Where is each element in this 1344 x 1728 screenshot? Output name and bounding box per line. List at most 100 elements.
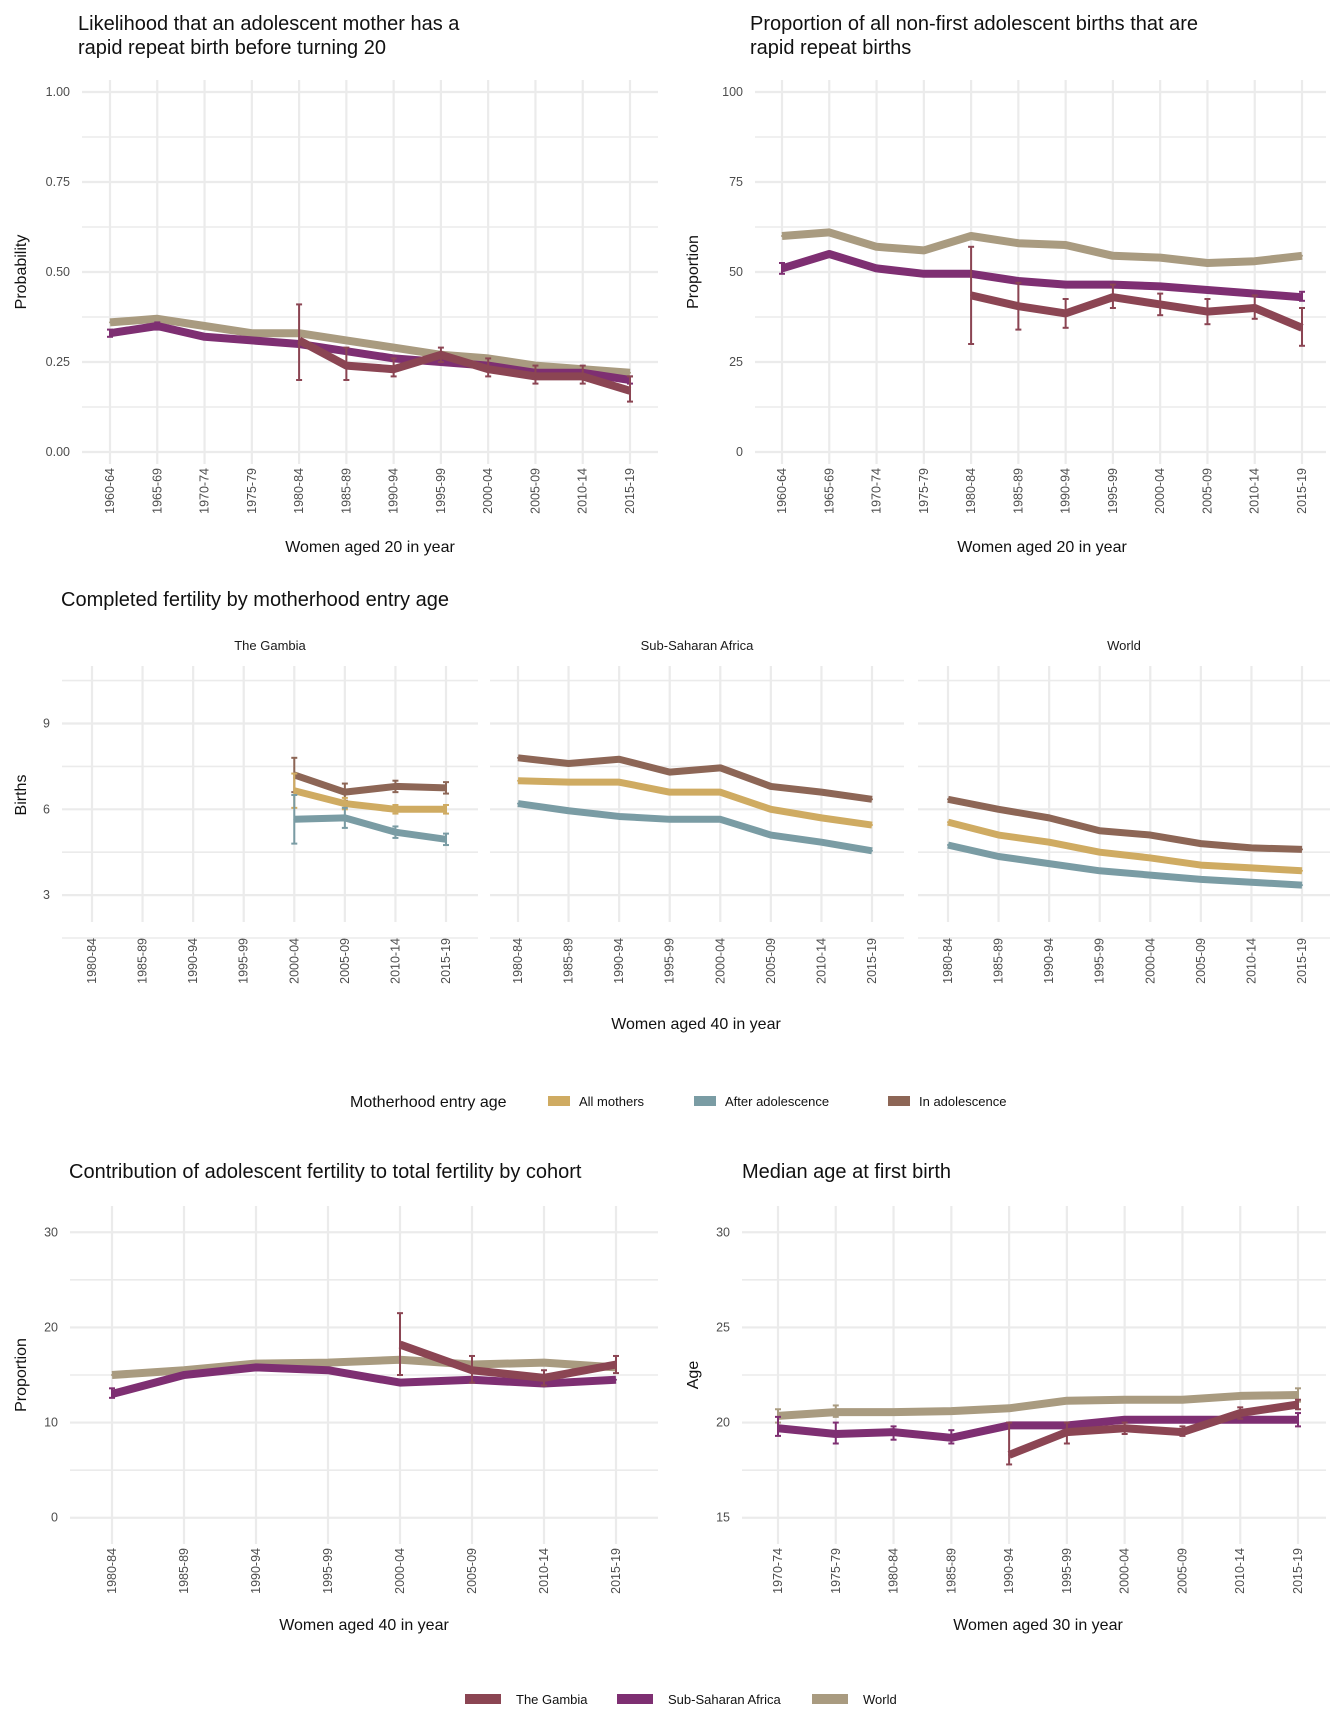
data-point (618, 781, 621, 784)
data-point (394, 785, 397, 788)
data-point (997, 808, 1000, 811)
x-tick-label: 1980-84 (964, 468, 978, 514)
data-point (517, 756, 519, 759)
y-axis-title: Proportion (13, 1338, 30, 1412)
y-tick-label: 3 (43, 888, 50, 902)
data-point (997, 855, 1000, 858)
x-tick-label: 1990-94 (1002, 1548, 1016, 1594)
data-point (345, 364, 348, 367)
facet-world: World 1980-84 1985-89 1990-94 1995-99 2000-04… (918, 638, 1330, 984)
x-tick-label: 2010-14 (537, 1548, 551, 1594)
data-point (947, 821, 949, 824)
data-point (1048, 816, 1051, 819)
y-tick-label: 6 (43, 802, 50, 816)
data-point (1064, 312, 1067, 315)
chart-completed-fertility: Completed fertility by motherhood entry … (13, 589, 1330, 1111)
y-tick-label: 20 (44, 1320, 58, 1334)
data-point (615, 1378, 617, 1381)
chart-adolescent-contribution: Contribution of adolescent fertility to … (13, 1161, 658, 1634)
chart-title: Proportion of all non-first adolescent b… (750, 13, 1198, 35)
y-tick-label: 1.00 (46, 85, 70, 99)
data-point (255, 1366, 257, 1369)
x-tick-label: 1980-84 (887, 1548, 901, 1594)
y-tick-label: 10 (44, 1416, 58, 1430)
x-tick-label: 1990-94 (387, 468, 401, 514)
legend-label: All mothers (579, 1094, 645, 1109)
data-point (156, 325, 159, 327)
data-point (1199, 842, 1202, 845)
data-point (581, 375, 584, 378)
legend-label: In adolescence (919, 1094, 1006, 1109)
data-point (471, 1369, 473, 1372)
data-point (250, 339, 253, 342)
y-tick-label: 15 (716, 1511, 730, 1525)
data-point (327, 1361, 329, 1364)
legend-label: World (863, 1692, 897, 1707)
x-tick-label: 2010-14 (576, 468, 590, 514)
data-point (1239, 1394, 1242, 1397)
x-tick-label: 2010-14 (1233, 1548, 1247, 1594)
x-tick-label: 1985-89 (177, 1548, 191, 1594)
data-point (1206, 289, 1209, 291)
x-tick-label: 1970-74 (870, 468, 884, 514)
data-point (1301, 869, 1303, 872)
data-point (534, 375, 537, 378)
x-tick-label: 2000-04 (393, 1548, 407, 1594)
data-point (1250, 866, 1253, 869)
data-point (298, 339, 301, 342)
series-line-all-mothers (293, 787, 446, 813)
x-tick-label: 1990-94 (1059, 468, 1073, 514)
data-point (203, 335, 206, 338)
x-tick-label: 1995-99 (321, 1548, 335, 1594)
data-point (567, 809, 570, 812)
x-tick-label: 2015-19 (1295, 468, 1309, 514)
data-point (618, 758, 621, 761)
y-tick-label: 20 (716, 1416, 730, 1430)
data-point (970, 294, 973, 297)
x-tick-label: 1985-89 (944, 1548, 958, 1594)
x-tick-label: 1980-84 (941, 938, 955, 984)
data-point (1149, 856, 1152, 859)
x-tick-label: 1985-89 (136, 938, 150, 984)
facet-strip-label: Sub-Saharan Africa (641, 638, 755, 653)
x-tick-label: 2005-09 (1200, 468, 1214, 514)
x-tick-label: 1975-79 (245, 468, 259, 514)
x-tick-label: 2015-19 (623, 468, 637, 514)
data-point (1301, 848, 1303, 851)
x-tick-label: 1980-84 (292, 468, 306, 514)
legend-swatch (694, 1096, 716, 1106)
x-tick-label: 2005-09 (764, 938, 778, 984)
legend-title: Motherhood entry age (350, 1094, 507, 1111)
y-tick-label: 0.00 (46, 445, 70, 459)
x-axis-title: Women aged 30 in year (953, 1617, 1123, 1634)
x-axis-title: Women aged 20 in year (957, 539, 1127, 556)
data-point (1123, 1418, 1126, 1421)
data-point (567, 762, 570, 765)
data-point (820, 816, 823, 819)
data-point (922, 249, 925, 252)
series-line-world (109, 314, 631, 377)
data-point (892, 1431, 895, 1434)
series-line-the-gambia (297, 336, 632, 395)
series-line-after-adolescence (294, 814, 447, 843)
data-point (828, 253, 831, 255)
series-line-world (781, 228, 1303, 267)
data-point (828, 231, 831, 234)
data-point (1253, 307, 1256, 309)
data-point (1206, 310, 1209, 313)
legend-swatch (812, 1694, 848, 1704)
data-point (1239, 1412, 1242, 1415)
x-tick-label: 1980-84 (511, 938, 525, 984)
data-point (445, 808, 447, 811)
y-tick-label: 30 (44, 1225, 58, 1239)
legend-country: The Gambia Sub-Saharan Africa World (465, 1692, 897, 1707)
data-point (629, 371, 631, 374)
data-point (1064, 283, 1067, 286)
x-tick-label: 1985-89 (339, 468, 353, 514)
data-point (399, 1381, 401, 1384)
y-tick-label: 25 (729, 355, 743, 369)
legend-swatch (548, 1096, 570, 1106)
y-tick-label: 50 (729, 265, 743, 279)
y-tick-label: 9 (43, 717, 50, 731)
data-point (950, 1410, 953, 1413)
